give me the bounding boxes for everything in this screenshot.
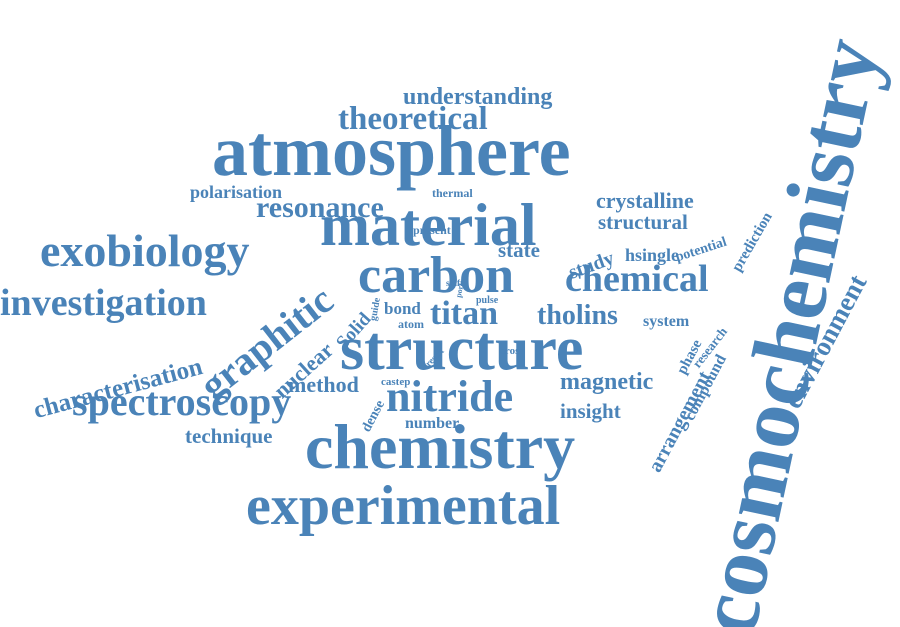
word-tholins: tholins xyxy=(537,300,618,331)
word-resonance: resonance xyxy=(256,191,384,224)
word-crystalline: crystalline xyxy=(596,188,694,213)
word-pulse: pulse xyxy=(476,295,499,306)
word-atmosphere: atmosphere xyxy=(212,111,571,191)
word-castep: castep xyxy=(381,376,411,388)
word-system: system xyxy=(643,313,690,330)
word-investigation: investigation xyxy=(0,282,207,324)
word-spectroscopy: spectroscopy xyxy=(72,379,292,424)
word-bond: bond xyxy=(384,299,421,318)
word-technique: technique xyxy=(185,424,273,448)
word-experimental: experimental xyxy=(246,475,561,537)
word-atom: atom xyxy=(398,317,424,331)
word-structural: structural xyxy=(598,210,688,234)
word-number: number xyxy=(405,415,460,432)
word-shift: shift xyxy=(446,278,464,288)
word-nitride: nitride xyxy=(386,372,514,421)
word-material: material xyxy=(320,192,537,258)
word-thermal: thermal xyxy=(432,186,473,200)
word-understanding: understanding xyxy=(403,84,553,110)
word-structure: structure xyxy=(340,315,584,383)
word-polarisation: polarisation xyxy=(190,182,283,202)
word-chemistry: chemistry xyxy=(305,411,576,482)
word-insight: insight xyxy=(560,399,621,423)
word-exobiology: exobiology xyxy=(40,225,250,276)
word-hsingle: hsingle xyxy=(625,245,680,265)
word-cross: cross xyxy=(500,345,524,357)
word-carbon: carbon xyxy=(358,247,514,304)
word-titan: titan xyxy=(430,295,498,332)
word-theoretical: theoretical xyxy=(338,101,488,137)
word-magnetic: magnetic xyxy=(560,369,654,395)
word-present: present xyxy=(413,223,451,237)
word-state: state xyxy=(498,238,540,262)
word-chemical: chemical xyxy=(565,258,709,300)
word-method: method xyxy=(288,372,359,397)
